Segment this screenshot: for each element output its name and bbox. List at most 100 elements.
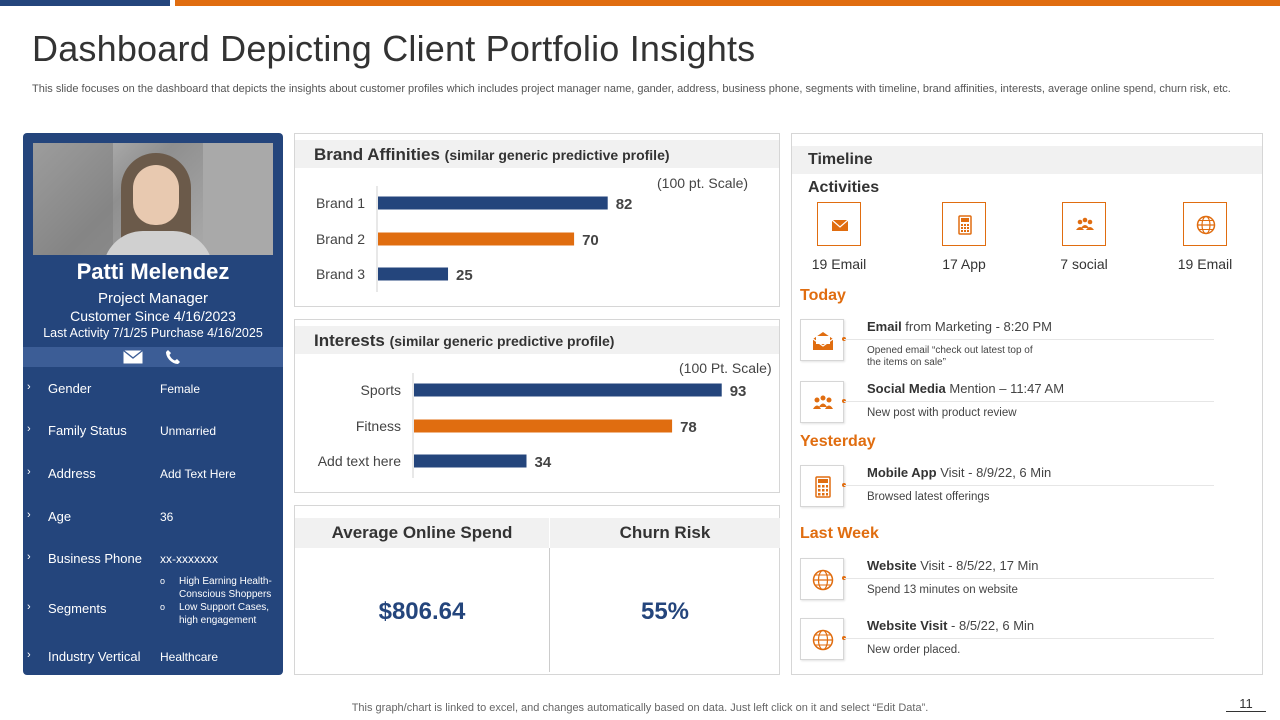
activity-web-label: 19 Email — [1177, 256, 1233, 272]
profile-field-value: Unmarried — [160, 424, 217, 438]
interests-subtitle: (similar generic predictive profile) — [389, 333, 615, 349]
footer-note: This graph/chart is linked to excel, and… — [351, 702, 929, 714]
activity-social-label: 7 social — [1060, 256, 1108, 272]
interests-panel: Interests (similar generic predictive pr… — [294, 319, 780, 493]
globe-icon — [1196, 215, 1216, 235]
spend-churn-divider — [549, 548, 550, 672]
brand-bar — [378, 267, 449, 281]
brand-value-label: 25 — [456, 267, 473, 284]
brand-value-label: 82 — [616, 196, 633, 213]
brand-value-label: 70 — [582, 232, 599, 249]
segment-item: High Earning Health-Conscious Shoppers — [179, 576, 272, 600]
bullet-icon: o — [160, 576, 166, 586]
timeline-item-website-2-title: Website Visit - 8/5/22, 6 Min — [867, 618, 1035, 633]
section-yesterday: Yesterday — [800, 433, 876, 450]
mail-icon[interactable] — [123, 350, 143, 364]
page-title: Dashboard Depicting Client Portfolio Ins… — [32, 28, 756, 69]
brand-affinities-subtitle: (similar generic predictive profile) — [444, 147, 670, 163]
segment-item: Low Support Cases, high engagement — [179, 602, 270, 626]
globe-icon — [812, 629, 834, 651]
activity-web[interactable]: 19 Email — [1155, 202, 1255, 272]
activities-title: Activities — [808, 179, 880, 196]
profile-field-value: xx-xxxxxxx — [160, 552, 218, 566]
page-number: 11 — [1226, 696, 1266, 712]
brand-bar — [378, 232, 575, 246]
chevron-right-icon: › — [27, 649, 31, 661]
timeline-item-mobile-app-desc: Browsed latest offerings — [867, 491, 990, 503]
interest-bar — [414, 383, 722, 397]
profile-field-label: Business Phone — [48, 551, 142, 566]
chevron-right-icon: › — [27, 381, 31, 393]
churn-risk-label: Churn Risk — [550, 518, 780, 548]
activity-app[interactable]: 17 App — [914, 202, 1014, 272]
timeline-item-website-1[interactable]: Website Visit - 8/5/22, 17 Min Spend 13 … — [800, 558, 1220, 608]
timeline-item-mobile-app[interactable]: Mobile App Visit - 8/9/22, 6 Min Browsed… — [800, 465, 1220, 515]
brand-affinities-scale: (100 pt. Scale) — [657, 175, 749, 191]
section-today: Today — [800, 287, 846, 304]
timeline-title: Timeline — [808, 151, 873, 168]
chevron-right-icon: › — [27, 423, 31, 435]
interests-chart: Sports 93 Fitness 78 Add text here 34 — [318, 373, 747, 478]
timeline-item-email-title: Email from Marketing - 8:20 PM — [867, 319, 1052, 334]
section-last-week: Last Week — [800, 525, 879, 542]
profile-field-value: 36 — [160, 510, 174, 524]
profile-card: Patti Melendez Project Manager Customer … — [23, 133, 283, 675]
activity-app-label: 17 App — [942, 256, 986, 272]
interest-value-label: 34 — [534, 454, 551, 471]
interest-category-label: Sports — [361, 382, 401, 398]
timeline-item-email[interactable]: Email from Marketing - 8:20 PM Opened em… — [800, 319, 1220, 369]
timeline-item-website-1-desc: Spend 13 minutes on website — [867, 584, 1018, 596]
interest-value-label: 78 — [680, 419, 697, 436]
app-icon — [958, 215, 972, 235]
interests-scale: (100 Pt. Scale) — [679, 360, 772, 376]
interest-bar — [414, 454, 527, 468]
contact-bar — [23, 347, 283, 367]
email-icon — [812, 332, 834, 350]
app-icon — [815, 476, 831, 498]
activity-email-label: 19 Email — [811, 256, 867, 272]
brand-category-label: Brand 3 — [316, 266, 365, 282]
profile-role: Project Manager — [97, 290, 209, 307]
timeline-item-website-2[interactable]: Website Visit - 8/5/22, 6 Min New order … — [800, 618, 1220, 668]
spend-churn-panel: Average Online Spend Churn Risk $806.64 … — [294, 505, 780, 675]
phone-icon[interactable] — [165, 349, 181, 365]
profile-last-activity: Last Activity 7/1/25 Purchase 4/16/2025 — [43, 326, 263, 340]
timeline-panel: Timeline Activities 19 Email 17 App 7 so… — [791, 133, 1263, 675]
average-online-spend-value: $806.64 — [378, 598, 466, 625]
chevron-right-icon: › — [27, 509, 31, 521]
timeline-item-website-1-title: Website Visit - 8/5/22, 17 Min — [867, 558, 1039, 573]
brand-category-label: Brand 1 — [316, 195, 365, 211]
profile-field-label: Segments — [48, 601, 107, 616]
profile-field-label: Gender — [48, 381, 92, 396]
chevron-right-icon: › — [27, 551, 31, 563]
timeline-header: Timeline — [792, 146, 1262, 174]
interests-title: Interests — [314, 331, 385, 350]
profile-photo — [33, 143, 273, 255]
interests-header: Interests (similar generic predictive pr… — [295, 326, 779, 354]
profile-field-value: Female — [160, 382, 201, 396]
interest-bar — [414, 419, 673, 433]
profile-name: Patti Melendez — [76, 259, 230, 284]
brand-affinities-title: Brand Affinities — [314, 145, 440, 164]
profile-field-label: Family Status — [48, 423, 127, 438]
activity-email[interactable]: 19 Email — [789, 202, 889, 272]
brand-affinities-header: Brand Affinities (similar generic predic… — [295, 140, 779, 168]
top-accent-bar-blue — [0, 0, 170, 6]
top-accent-bar-orange — [175, 0, 1280, 6]
interest-value-label: 93 — [730, 383, 747, 400]
timeline-item-social[interactable]: Social Media Mention – 11:47 AM New post… — [800, 381, 1220, 431]
profile-field-label: Address — [48, 466, 96, 481]
brand-affinities-panel: Brand Affinities (similar generic predic… — [294, 133, 780, 307]
chevron-right-icon: › — [27, 466, 31, 478]
page-subtitle: This slide focuses on the dashboard that… — [32, 83, 1231, 95]
timeline-item-website-2-desc: New order placed. — [867, 644, 961, 656]
average-online-spend-label: Average Online Spend — [295, 518, 549, 548]
activity-social[interactable]: 7 social — [1034, 202, 1134, 272]
timeline-item-email-desc: Opened email “check out latest top of th… — [867, 345, 1033, 368]
interest-category-label: Add text here — [318, 453, 401, 469]
timeline-item-social-desc: New post with product review — [867, 407, 1017, 419]
brand-affinities-chart: Brand 1 82 Brand 2 70 Brand 3 25 — [316, 186, 633, 292]
profile-field-label: Age — [48, 509, 72, 524]
profile-field-value: Healthcare — [160, 650, 219, 664]
chevron-right-icon: › — [27, 601, 31, 613]
